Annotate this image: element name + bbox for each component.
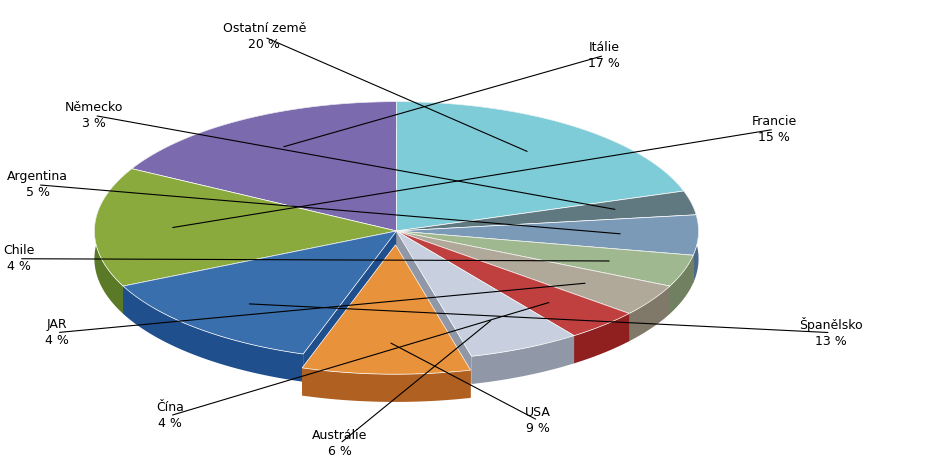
Polygon shape	[396, 231, 630, 341]
Polygon shape	[396, 231, 574, 364]
Polygon shape	[396, 231, 630, 341]
Polygon shape	[94, 169, 132, 314]
Text: Argentina
5 %: Argentina 5 %	[8, 170, 68, 199]
Polygon shape	[630, 286, 670, 341]
Text: Ostatní země
20 %: Ostatní země 20 %	[223, 23, 306, 51]
Text: Austrálie
6 %: Austrálie 6 %	[312, 429, 367, 458]
Text: Chile
4 %: Chile 4 %	[3, 244, 35, 273]
Polygon shape	[132, 102, 396, 231]
Polygon shape	[396, 102, 683, 219]
Polygon shape	[396, 191, 696, 231]
Polygon shape	[396, 102, 683, 231]
Polygon shape	[302, 245, 396, 395]
Polygon shape	[683, 191, 696, 243]
Polygon shape	[123, 231, 396, 354]
Text: Španělsko
13 %: Španělsko 13 %	[799, 317, 863, 348]
Polygon shape	[472, 336, 574, 384]
Polygon shape	[396, 231, 670, 314]
Polygon shape	[396, 231, 693, 283]
Polygon shape	[396, 215, 699, 255]
Polygon shape	[396, 231, 693, 286]
Text: JAR
4 %: JAR 4 %	[44, 318, 69, 347]
Polygon shape	[123, 231, 396, 314]
Polygon shape	[693, 215, 699, 283]
Polygon shape	[574, 313, 630, 364]
Polygon shape	[303, 231, 396, 382]
Text: Čína
4 %: Čína 4 %	[156, 401, 184, 430]
Text: USA
9 %: USA 9 %	[525, 406, 551, 435]
Polygon shape	[132, 102, 396, 196]
Polygon shape	[396, 231, 472, 384]
Polygon shape	[396, 231, 670, 313]
Text: Německo
3 %: Německo 3 %	[65, 101, 124, 130]
Polygon shape	[123, 231, 396, 314]
Polygon shape	[396, 231, 574, 356]
Polygon shape	[302, 368, 471, 402]
Polygon shape	[396, 245, 471, 398]
Polygon shape	[94, 169, 396, 286]
Text: Itálie
17 %: Itálie 17 %	[588, 41, 620, 70]
Polygon shape	[396, 231, 693, 283]
Polygon shape	[396, 231, 630, 336]
Polygon shape	[670, 255, 693, 314]
Text: Francie
15 %: Francie 15 %	[751, 115, 797, 144]
Polygon shape	[396, 231, 670, 314]
Polygon shape	[396, 231, 574, 364]
Polygon shape	[302, 245, 471, 374]
Polygon shape	[123, 286, 303, 382]
